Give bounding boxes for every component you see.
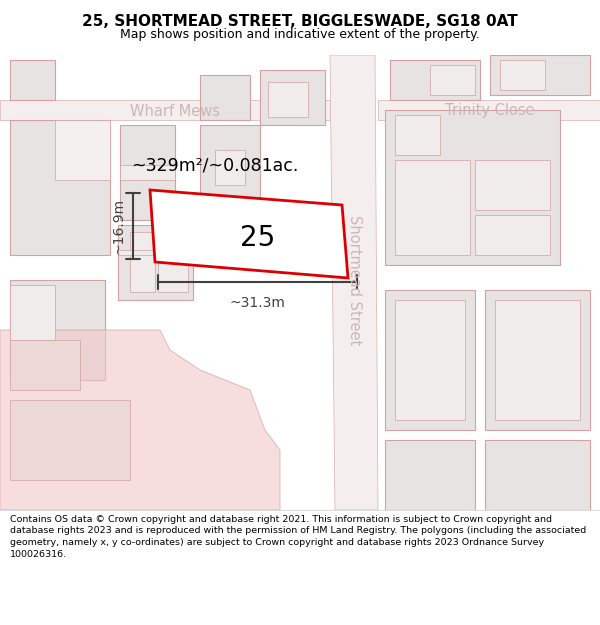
Bar (395, 300, 465, 420)
Bar (385, 110, 560, 265)
Bar (120, 125, 175, 220)
Text: ~31.3m: ~31.3m (230, 296, 286, 310)
Bar (260, 70, 325, 125)
Bar (10, 340, 80, 390)
Polygon shape (330, 55, 378, 510)
Bar (485, 440, 590, 510)
Bar (395, 115, 440, 155)
Polygon shape (0, 100, 330, 120)
Text: Wharf Mews: Wharf Mews (130, 104, 220, 119)
Text: 25: 25 (241, 224, 275, 252)
Text: ~16.9m: ~16.9m (111, 198, 125, 254)
Bar (485, 290, 590, 430)
Bar (118, 250, 193, 255)
Bar (495, 300, 580, 420)
Bar (55, 120, 110, 180)
Text: ~329m²/~0.081ac.: ~329m²/~0.081ac. (131, 156, 299, 174)
Polygon shape (150, 190, 348, 278)
Bar (390, 60, 480, 100)
Bar (475, 160, 550, 210)
Bar (490, 55, 590, 95)
Bar (120, 165, 175, 180)
Text: Map shows position and indicative extent of the property.: Map shows position and indicative extent… (120, 28, 480, 41)
Text: Shortmead Street: Shortmead Street (347, 215, 362, 345)
Polygon shape (0, 330, 280, 510)
Bar (500, 60, 545, 90)
Bar (10, 400, 130, 480)
Bar (395, 160, 470, 255)
Text: Contains OS data © Crown copyright and database right 2021. This information is : Contains OS data © Crown copyright and d… (10, 514, 586, 559)
Bar (10, 120, 110, 255)
Bar (10, 280, 105, 380)
Bar (130, 232, 155, 292)
Bar (215, 150, 245, 185)
Bar (385, 290, 475, 430)
Bar (10, 60, 55, 100)
Bar (10, 285, 55, 340)
Bar (200, 75, 250, 120)
Polygon shape (378, 100, 600, 120)
Bar (268, 82, 308, 117)
Text: 25, SHORTMEAD STREET, BIGGLESWADE, SG18 0AT: 25, SHORTMEAD STREET, BIGGLESWADE, SG18 … (82, 14, 518, 29)
Text: Trinity Close: Trinity Close (445, 104, 535, 119)
Bar (200, 125, 260, 200)
Bar (158, 232, 188, 292)
Bar (385, 440, 475, 510)
Bar (430, 65, 475, 95)
Bar (118, 225, 193, 300)
Bar (475, 215, 550, 255)
